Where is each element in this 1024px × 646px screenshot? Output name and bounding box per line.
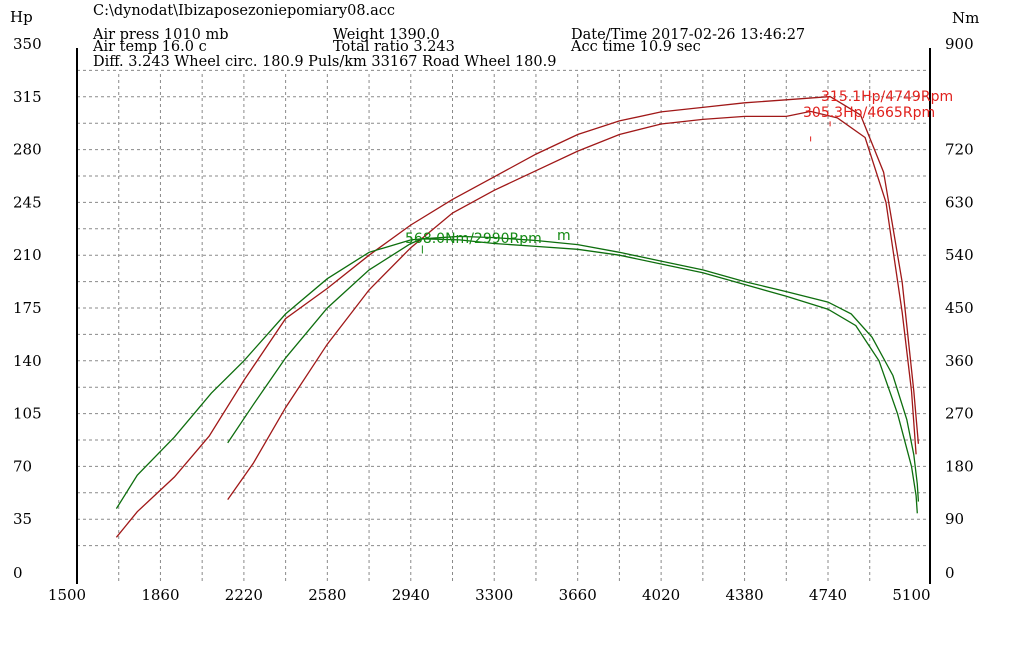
y-left-tick-label: 35 <box>13 510 32 528</box>
total-ratio: Total ratio 3.243 <box>333 39 455 55</box>
air-press: Air press 1010 mb <box>92 27 228 43</box>
x-tick-label: 2220 <box>225 586 263 604</box>
y-left-tick-label: 350 <box>13 35 42 53</box>
acc-time: Acc time 10.9 sec <box>570 39 701 55</box>
peak-label-hp-2: 305.3Hp/4665Rpm <box>803 105 935 121</box>
y-right-tick-label: 0 <box>945 564 955 582</box>
y-left-tick-label: 105 <box>13 405 42 423</box>
peak-label-hp-1: 315.1Hp/4749Rpm <box>821 89 953 105</box>
y-left-tick-label: 140 <box>13 352 42 370</box>
air-temp: Air temp 16.0 c <box>92 39 207 55</box>
y-right-unit: Nm <box>952 9 979 27</box>
x-tick-label: 1500 <box>48 586 86 604</box>
x-tick-label: 5100 <box>892 586 930 604</box>
y-right-tick-label: 180 <box>945 457 974 475</box>
date-time: Date/Time 2017-02-26 13:46:27 <box>571 27 805 43</box>
y-right-tick-label: 900 <box>945 35 974 53</box>
y-left-tick-label: 0 <box>13 564 23 582</box>
y-right-tick-label: 450 <box>945 299 974 317</box>
y-left-tick-label: 245 <box>13 193 42 211</box>
y-left-tick-label: 70 <box>13 457 32 475</box>
x-tick-label: 3300 <box>475 586 513 604</box>
y-left-tick-label: 175 <box>13 299 42 317</box>
peak-label-torque: 568.0Nm/2990Rpm <box>405 231 542 247</box>
diff: Diff. 3.243 Wheel circ. 180.9 Puls/km 33… <box>93 54 556 70</box>
y-right-tick-label: 360 <box>945 352 974 370</box>
power-curve-1 <box>115 95 920 538</box>
x-tick-label: 1860 <box>141 586 179 604</box>
y-left-tick-label: 210 <box>13 246 42 264</box>
x-tick-label: 2580 <box>308 586 346 604</box>
x-tick-label: 4380 <box>725 586 763 604</box>
torque-curve-2 <box>227 235 920 502</box>
y-right-tick-label: 540 <box>945 246 974 264</box>
grid <box>77 69 930 584</box>
file-path: C:\dynodat\Ibizaposezoniepomiary08.acc <box>93 3 395 19</box>
x-tick-label: 2940 <box>392 586 430 604</box>
y-right-tick-label: 720 <box>945 141 974 159</box>
y-left-tick-label: 315 <box>13 88 42 106</box>
y-left-tick-label: 280 <box>13 141 42 159</box>
x-tick-label: 4020 <box>642 586 680 604</box>
y-left-unit: Hp <box>10 8 33 26</box>
series <box>115 95 920 538</box>
weight: Weight 1390.0 <box>333 27 440 43</box>
y-right-tick-label: 630 <box>945 193 974 211</box>
y-right-tick-label: 90 <box>945 510 964 528</box>
peak-label-torque-suffix: m <box>557 228 571 244</box>
x-tick-label: 3660 <box>559 586 597 604</box>
y-right-tick-label: 270 <box>945 405 974 423</box>
axis-ticks: 1500 1860 2220 2580 2940 3300 3660 4020 4380 4740… <box>13 35 974 604</box>
x-tick-label: 4740 <box>809 586 847 604</box>
torque-curve-1 <box>115 238 918 514</box>
power-curve-2 <box>227 110 917 500</box>
